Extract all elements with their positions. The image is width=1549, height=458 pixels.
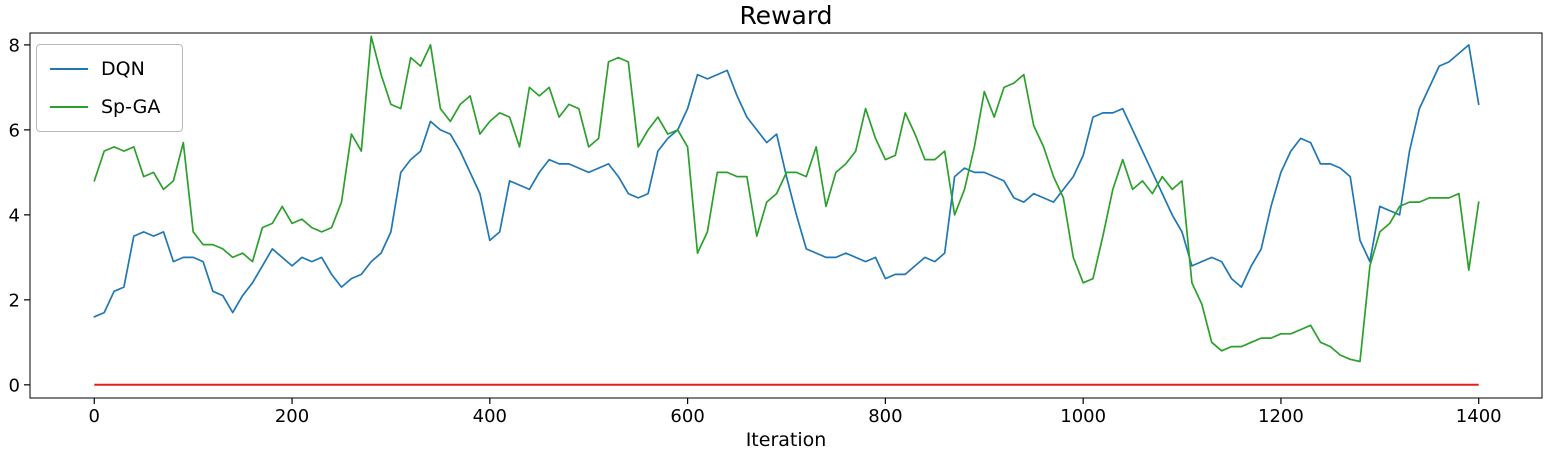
x-tick-label: 200 [275, 406, 309, 427]
spga-line [93, 35, 1480, 363]
y-tick-label: 4 [9, 205, 20, 226]
x-tick-label: 800 [868, 406, 902, 427]
y-tick-label: 2 [9, 290, 20, 311]
x-axis-label: Iteration [745, 429, 827, 451]
legend-label-dqn: DQN [101, 58, 145, 80]
x-tick-label: 1000 [1060, 406, 1106, 427]
y-tick-label: 0 [9, 375, 20, 396]
chart-title: Reward [739, 1, 833, 30]
legend-item-dqn: DQN [50, 58, 160, 80]
y-tick-label: 8 [9, 35, 20, 56]
legend-swatch-dqn [50, 67, 88, 71]
y-tick-label: 6 [9, 120, 20, 141]
legend-item-spga: Sp-GA [50, 96, 160, 118]
legend-swatch-spga [50, 105, 88, 109]
dqn-line [93, 44, 1480, 318]
x-tick-label: 400 [473, 406, 507, 427]
x-tick-label: 600 [670, 406, 704, 427]
x-tick-label: 1200 [1258, 406, 1304, 427]
axes-spines [29, 32, 1543, 399]
x-tick-label: 0 [89, 406, 100, 427]
x-tick-label: 1400 [1456, 406, 1502, 427]
legend-label-spga: Sp-GA [101, 96, 161, 118]
legend: DQN Sp-GA [36, 44, 184, 132]
